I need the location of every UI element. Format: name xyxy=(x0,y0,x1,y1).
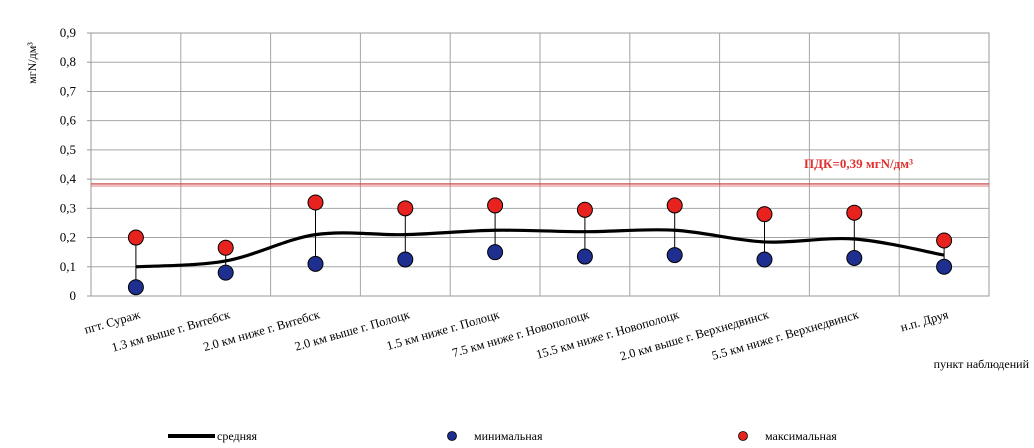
y-tick-label: 0,1 xyxy=(60,259,76,274)
category-label: 2.0 км выше г. Верхнедвинск xyxy=(618,307,771,363)
y-tick-label: 0 xyxy=(70,288,77,303)
legend-label-max: максимальная xyxy=(765,429,837,443)
max-point xyxy=(487,197,504,214)
min-point xyxy=(756,251,773,268)
max-point xyxy=(397,200,414,217)
grid xyxy=(91,33,989,296)
legend-label-mean: средняя xyxy=(217,429,258,443)
max-point xyxy=(756,206,773,223)
y-tick-label: 0,6 xyxy=(60,113,77,128)
threshold: ПДК=0,39 мгN/дм³ xyxy=(91,156,989,187)
mean-line-group xyxy=(135,228,945,269)
y-axis-label: мгN/дм³ xyxy=(25,42,39,84)
min-point xyxy=(936,258,953,275)
max-point xyxy=(307,194,324,211)
legend-swatch-max xyxy=(738,431,748,441)
category-label: пгт. Сураж xyxy=(83,307,142,336)
max-point xyxy=(127,229,144,246)
y-tick-label: 0,8 xyxy=(60,54,76,69)
min-point xyxy=(217,264,234,281)
pdk-label: ПДК=0,39 мгN/дм³ xyxy=(804,156,913,171)
max-point xyxy=(217,239,234,256)
y-tick-label: 0,7 xyxy=(60,83,77,98)
min-point xyxy=(397,251,414,268)
min-point xyxy=(576,248,593,265)
legend-swatch-min xyxy=(447,431,457,441)
legend-label-min: минимальная xyxy=(474,429,543,443)
min-point xyxy=(307,255,324,272)
min-point xyxy=(487,244,504,261)
legend: средняя минимальная максимальная xyxy=(168,429,837,443)
min-point xyxy=(846,250,863,267)
max-point xyxy=(666,197,683,214)
y-axis-ticks: 0 0,1 0,2 0,3 0,4 0,5 0,6 0,7 0,8 0,9 xyxy=(60,25,91,303)
min-point xyxy=(666,247,683,264)
category-label: н.п. Друя xyxy=(899,307,950,334)
y-tick-label: 0,4 xyxy=(60,171,77,186)
category-label: 5.5 км ниже г. Верхнедвинск xyxy=(710,307,861,363)
y-tick-label: 0,3 xyxy=(60,200,76,215)
y-tick-label: 0,9 xyxy=(60,25,76,40)
x-axis-label: пункт наблюдений xyxy=(934,357,1030,371)
max-point xyxy=(576,201,593,218)
markers xyxy=(127,194,953,296)
y-tick-label: 0,5 xyxy=(60,142,76,157)
max-point xyxy=(936,232,953,249)
y-tick-label: 0,2 xyxy=(60,230,76,245)
mean-line xyxy=(135,228,945,269)
min-point xyxy=(127,279,144,296)
max-point xyxy=(846,204,863,221)
